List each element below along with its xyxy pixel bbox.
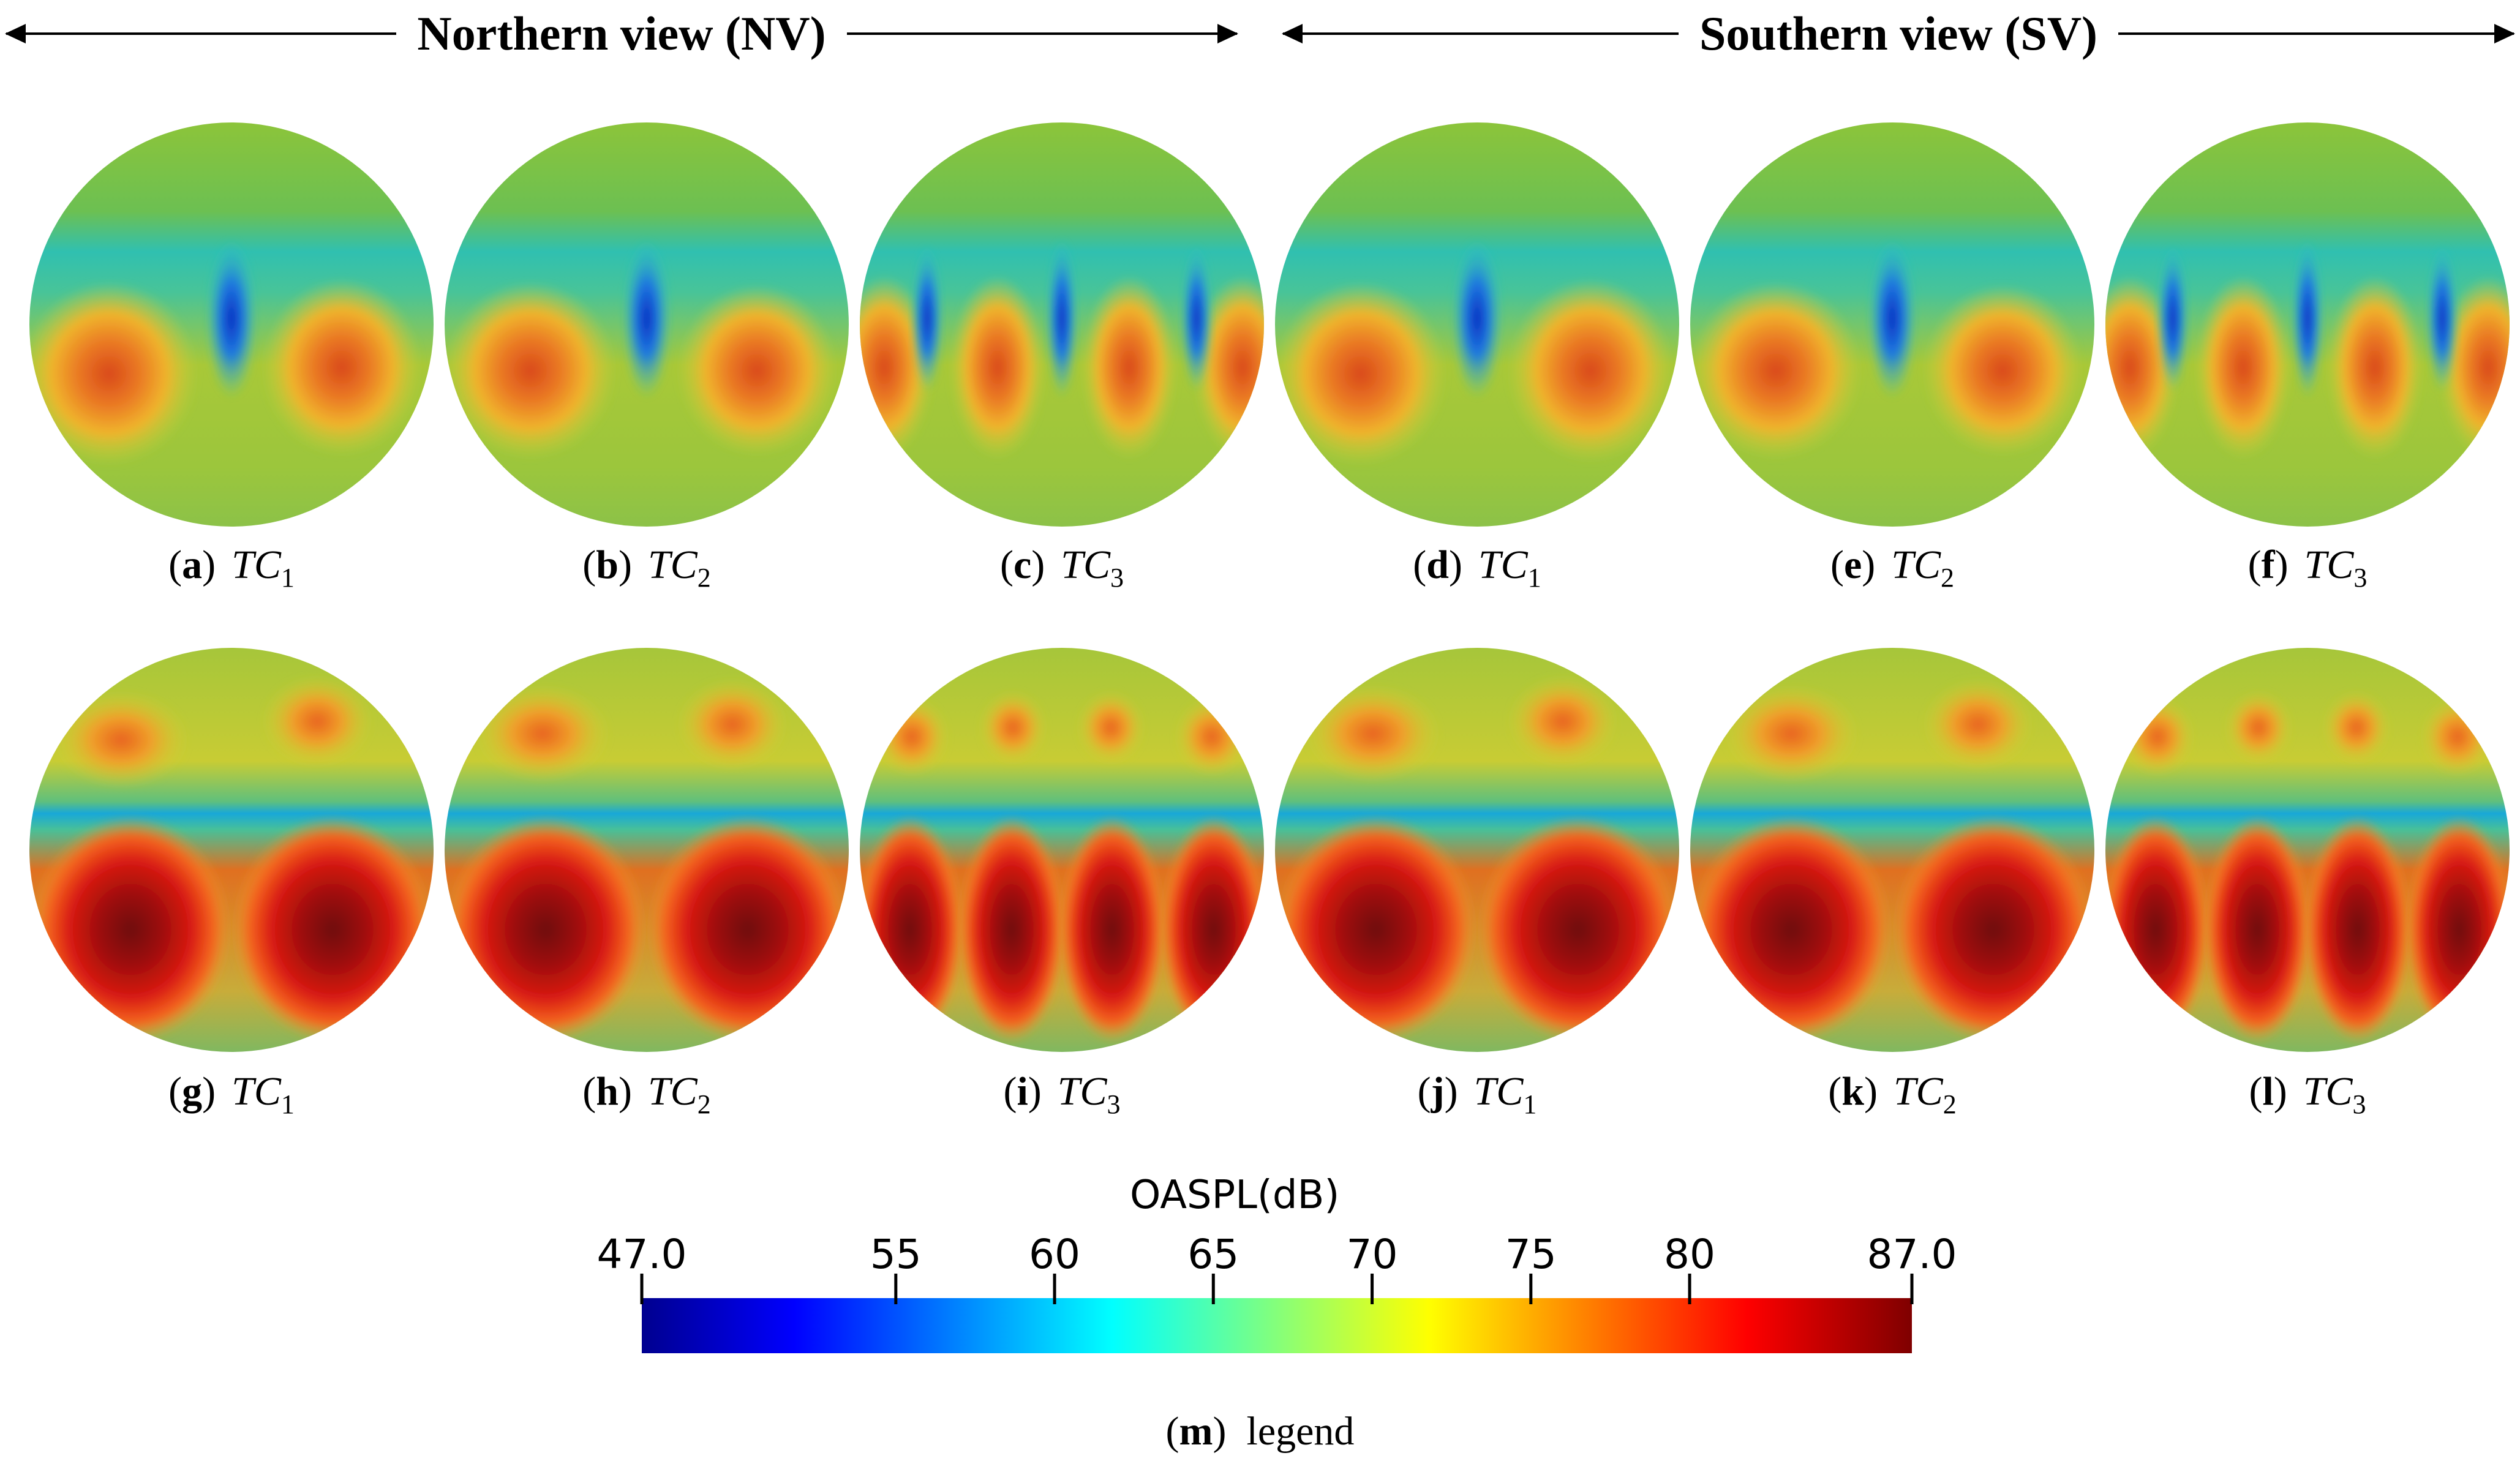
- colorbar-tick-label: 55: [870, 1231, 922, 1278]
- colorbar-tick-label: 65: [1187, 1231, 1239, 1278]
- caption-d: (d) TC1: [1413, 543, 1541, 593]
- sphere-e-sv-tc2: [1690, 122, 2094, 527]
- northern-view-title: Northern view (NV): [417, 7, 826, 60]
- colorbar-gradient: [642, 1298, 1912, 1353]
- sphere-c-nv-tc3: [860, 122, 1264, 527]
- colorbar-tick-label: 60: [1029, 1231, 1081, 1278]
- right-arrow-line: [2118, 24, 2516, 43]
- colorbar-ticks: [640, 1274, 1914, 1304]
- caption-a: (a) TC1: [168, 543, 295, 593]
- colorbar-tick-label: 80: [1664, 1231, 1716, 1278]
- sphere-f-sv-tc3: [2105, 122, 2510, 527]
- sphere-h-nv-tc2: [445, 648, 849, 1052]
- colorbar-tick-label: 75: [1505, 1231, 1557, 1278]
- caption-b: (b) TC2: [582, 543, 711, 593]
- sphere-d-sv-tc1: [1275, 122, 1679, 527]
- legend-caption: (m) legend: [1165, 1409, 1355, 1454]
- left-arrow-line: [1282, 24, 1679, 43]
- southern-header: Southern view (SV): [1282, 0, 2516, 67]
- right-arrow-line: [846, 24, 1239, 43]
- caption-c: (c) TC3: [1000, 543, 1124, 593]
- sphere-l-sv-tc3: [2105, 648, 2510, 1052]
- caption-h: (h) TC2: [582, 1069, 711, 1120]
- caption-k: (k) TC2: [1828, 1069, 1957, 1120]
- sphere-a-nv-tc1: [29, 122, 434, 527]
- caption-f: (f) TC3: [2247, 543, 2368, 593]
- caption-i: (i) TC3: [1003, 1069, 1121, 1120]
- colorbar-tick-label: 47.0: [596, 1231, 687, 1278]
- sphere-i-nv-tc3: [860, 648, 1264, 1052]
- colorbar-tick-label: 87.0: [1867, 1231, 1957, 1278]
- sphere-j-sv-tc1: [1275, 648, 1679, 1052]
- left-arrow-line: [4, 24, 397, 43]
- caption-g: (g) TC1: [168, 1069, 295, 1120]
- sphere-k-sv-tc2: [1690, 648, 2094, 1052]
- legend-title: OASPL(dB): [1130, 1173, 1340, 1218]
- colorbar: [640, 1274, 1914, 1353]
- southern-view-title: Southern view (SV): [1699, 7, 2098, 60]
- caption-l: (l) TC3: [2249, 1069, 2366, 1120]
- colorbar-tick-label: 70: [1346, 1231, 1398, 1278]
- caption-j: (j) TC1: [1417, 1069, 1537, 1120]
- northern-header: Northern view (NV): [4, 0, 1239, 67]
- sphere-g-nv-tc1: [29, 648, 434, 1052]
- caption-e: (e) TC2: [1830, 543, 1954, 593]
- sphere-b-nv-tc2: [445, 122, 849, 527]
